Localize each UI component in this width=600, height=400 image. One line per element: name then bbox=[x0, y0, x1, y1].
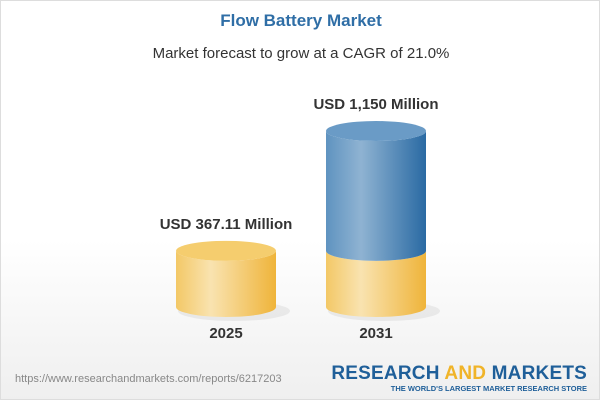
chart-subtitle: Market forecast to grow at a CAGR of 21.… bbox=[152, 45, 450, 62]
data-label: USD 367.11 Million bbox=[160, 216, 293, 233]
cylinder-chart: USD 367.11 Million 2025 USD 1,150 Million 2… bbox=[160, 96, 440, 342]
chart-title: Flow Battery Market bbox=[220, 11, 382, 30]
bar-2025-top bbox=[176, 240, 276, 261]
data-label: USD 1,150 Million bbox=[313, 96, 438, 113]
research-and-markets-logo: RESEARCH AND MARKETS THE WORLD'S LARGEST… bbox=[331, 363, 587, 393]
bar-2025-body bbox=[176, 250, 276, 317]
bar-2031-growth-top bbox=[326, 121, 426, 141]
x-tick-label: 2025 bbox=[209, 325, 242, 342]
bar-2031-base-body bbox=[326, 250, 426, 317]
x-tick-label: 2031 bbox=[359, 325, 392, 342]
source-url[interactable]: https://www.researchandmarkets.com/repor… bbox=[15, 373, 282, 385]
bar-2031-growth-body bbox=[326, 131, 426, 261]
